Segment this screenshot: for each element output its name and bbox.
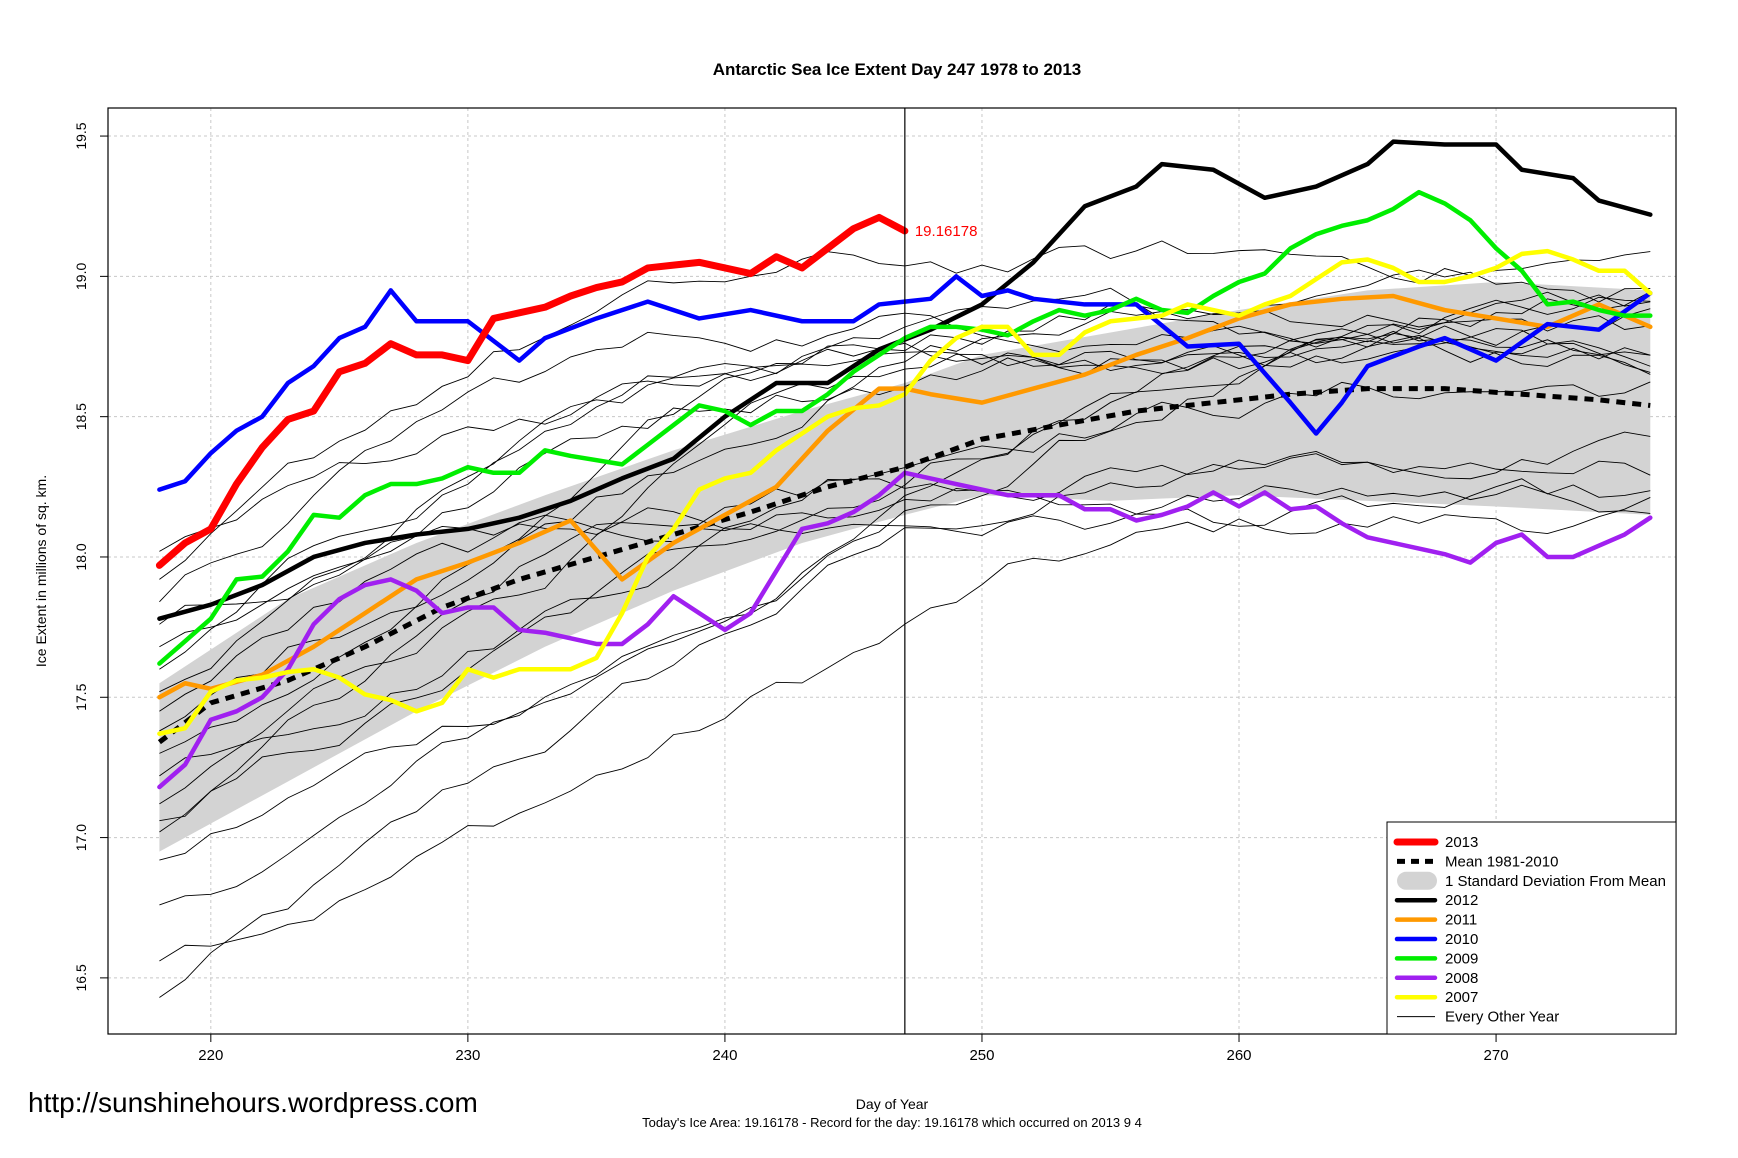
legend-item: Mean 1981-2010 — [1397, 853, 1558, 870]
y-tick-label: 19.0 — [73, 263, 89, 290]
x-axis-label: Day of Year — [856, 1096, 929, 1112]
legend-label: 2013 — [1445, 834, 1478, 851]
legend-label: 2008 — [1445, 970, 1478, 987]
x-tick-label: 270 — [1484, 1047, 1509, 1064]
y-tick-label: 17.5 — [73, 683, 89, 710]
current-value-label: 19.16178 — [915, 223, 978, 240]
legend-item: 2009 — [1394, 950, 1478, 967]
x-tick-label: 230 — [455, 1047, 480, 1064]
legend-label: 2009 — [1445, 950, 1478, 967]
legend-label: Mean 1981-2010 — [1445, 853, 1558, 870]
y-tick-label: 18.5 — [73, 403, 89, 430]
legend: 2013 Mean 1981-2010 1 Standard Deviation F… — [1386, 821, 1677, 1035]
legend-swatch-band — [1397, 871, 1437, 890]
series-layer — [155, 139, 1653, 790]
watermark-url: http://sunshinehours.wordpress.com — [28, 1087, 478, 1118]
legend-item: Every Other Year — [1397, 1009, 1559, 1026]
x-tick-label: 250 — [969, 1047, 994, 1064]
legend-item: 2008 — [1394, 970, 1478, 987]
legend-label: 2010 — [1445, 931, 1478, 948]
series-line-mean-1981-2010 — [157, 386, 1651, 745]
series-line-2013 — [155, 213, 909, 569]
chart-title: Antarctic Sea Ice Extent Day 247 1978 to… — [713, 60, 1082, 79]
x-tick-label: 220 — [198, 1047, 223, 1064]
legend-item: 2012 — [1394, 892, 1478, 909]
x-tick-label: 240 — [712, 1047, 737, 1064]
legend-label: 2012 — [1445, 892, 1478, 909]
y-tick-label: 18.0 — [73, 543, 89, 570]
plot-frame — [107, 107, 1677, 1035]
legend-item: 2011 — [1394, 912, 1477, 929]
legend-item: 2010 — [1394, 931, 1478, 948]
series-line-2012 — [157, 139, 1653, 621]
legend-item: 2013 — [1393, 834, 1478, 851]
legend-label: Every Other Year — [1445, 1009, 1559, 1026]
std-dev-band-layer — [159, 281, 1651, 852]
y-tick-label: 17.0 — [73, 824, 89, 851]
y-tick-label: 16.5 — [73, 964, 89, 991]
x-axis: 220 230 240 250 260 270 — [198, 1034, 1509, 1064]
y-axis: 16.5 17.0 17.5 18.0 18.5 19.0 19.5 — [73, 122, 108, 992]
y-axis-label: Ice Extent in millions of sq. km. — [33, 475, 49, 667]
legend-item: 2007 — [1394, 989, 1478, 1006]
footer-text: Today's Ice Area: 19.16178 - Record for … — [642, 1115, 1142, 1130]
series-line-2009 — [157, 189, 1653, 666]
series-line-2010 — [157, 274, 1653, 492]
legend-label: 2007 — [1445, 989, 1478, 1006]
legend-label: 1 Standard Deviation From Mean — [1445, 873, 1666, 890]
legend-label: 2011 — [1445, 912, 1477, 929]
legend-item: 1 Standard Deviation From Mean — [1397, 871, 1666, 890]
y-tick-label: 19.5 — [73, 122, 89, 149]
std-dev-band — [159, 281, 1651, 852]
series-line-2011 — [157, 293, 1653, 700]
x-tick-label: 260 — [1227, 1047, 1252, 1064]
